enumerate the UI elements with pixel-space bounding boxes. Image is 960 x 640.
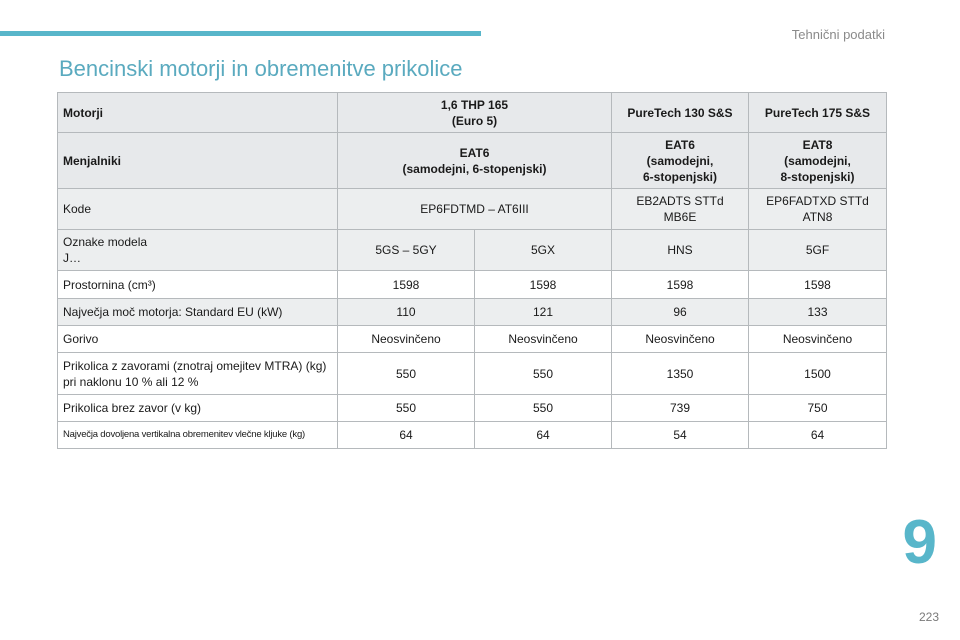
table-cell: 550 xyxy=(337,352,475,395)
row-label: Kode xyxy=(57,188,338,230)
table-cell: 739 xyxy=(611,394,749,422)
row-label: Največja dovoljena vertikalna obremenite… xyxy=(57,421,338,449)
header-accent-bar xyxy=(0,31,481,36)
row-label: Oznake modela J… xyxy=(57,229,338,271)
table-cell: 110 xyxy=(337,298,475,326)
table-cell: 1598 xyxy=(748,270,887,299)
chapter-number: 9 xyxy=(902,508,937,577)
row-label: Prikolica brez zavor (v kg) xyxy=(57,394,338,422)
table-cell: 5GX xyxy=(474,229,612,271)
row-menjalniki: Menjalniki EAT6 (samodejni, 6-stopenjski… xyxy=(57,132,887,189)
row-gorivo: Gorivo Neosvinčeno Neosvinčeno Neosvinče… xyxy=(57,325,887,353)
cell-gearbox-1: EAT6 (samodejni, 6-stopenjski) xyxy=(337,132,612,189)
section-label: Tehnični podatki xyxy=(791,27,885,42)
table-cell: Neosvinčeno xyxy=(748,325,887,353)
table-cell: 550 xyxy=(337,394,475,422)
cell-engine-1: 1,6 THP 165 (Euro 5) xyxy=(337,92,612,133)
page-number: 223 xyxy=(918,610,939,624)
table-cell: 64 xyxy=(474,421,612,449)
table-cell: 64 xyxy=(748,421,887,449)
row-label: Menjalniki xyxy=(57,132,338,189)
row-z-zavorami: Prikolica z zavorami (znotraj omejitev M… xyxy=(57,352,887,395)
row-label: Motorji xyxy=(57,92,338,133)
table-cell: Neosvinčeno xyxy=(474,325,612,353)
table-cell: 550 xyxy=(474,394,612,422)
row-label: Prikolica z zavorami (znotraj omejitev M… xyxy=(57,352,338,395)
table-cell: HNS xyxy=(611,229,749,271)
cell-gearbox-2: EAT6 (samodejni, 6-stopenjski) xyxy=(611,132,749,189)
row-kode: Kode EP6FDTMD – AT6III EB2ADTS STTd MB6E… xyxy=(57,188,887,230)
table-cell: 1598 xyxy=(611,270,749,299)
row-label: Največja moč motorja: Standard EU (kW) xyxy=(57,298,338,326)
table-cell: 96 xyxy=(611,298,749,326)
row-vlecna-kljuka: Največja dovoljena vertikalna obremenite… xyxy=(57,421,887,449)
table-cell: 1598 xyxy=(337,270,475,299)
cell-gearbox-3: EAT8 (samodejni, 8-stopenjski) xyxy=(748,132,887,189)
table-cell: 1500 xyxy=(748,352,887,395)
table-cell: Neosvinčeno xyxy=(611,325,749,353)
row-prostornina: Prostornina (cm³) 1598 1598 1598 1598 xyxy=(57,270,887,299)
engine-spec-table: Motorji 1,6 THP 165 (Euro 5) PureTech 13… xyxy=(57,92,887,449)
row-moc: Največja moč motorja: Standard EU (kW) 1… xyxy=(57,298,887,326)
table-cell: 750 xyxy=(748,394,887,422)
cell-code-3: EP6FADTXD STTd ATN8 xyxy=(748,188,887,230)
row-label: Gorivo xyxy=(57,325,338,353)
table-cell: Neosvinčeno xyxy=(337,325,475,353)
table-cell: 550 xyxy=(474,352,612,395)
table-cell: 64 xyxy=(337,421,475,449)
table-cell: 121 xyxy=(474,298,612,326)
cell-code-1: EP6FDTMD – AT6III xyxy=(337,188,612,230)
cell-engine-2: PureTech 130 S&S xyxy=(611,92,749,133)
cell-engine-3: PureTech 175 S&S xyxy=(748,92,887,133)
table-cell: 54 xyxy=(611,421,749,449)
table-cell: 5GS – 5GY xyxy=(337,229,475,271)
cell-code-2: EB2ADTS STTd MB6E xyxy=(611,188,749,230)
row-brez-zavor: Prikolica brez zavor (v kg) 550 550 739 … xyxy=(57,394,887,422)
page-title: Bencinski motorji in obremenitve prikoli… xyxy=(59,56,463,81)
table-cell: 133 xyxy=(748,298,887,326)
row-oznake: Oznake modela J… 5GS – 5GY 5GX HNS 5GF xyxy=(57,229,887,271)
row-motorji: Motorji 1,6 THP 165 (Euro 5) PureTech 13… xyxy=(57,92,887,133)
table-cell: 1598 xyxy=(474,270,612,299)
table-cell: 5GF xyxy=(748,229,887,271)
row-label: Prostornina (cm³) xyxy=(57,270,338,299)
table-cell: 1350 xyxy=(611,352,749,395)
